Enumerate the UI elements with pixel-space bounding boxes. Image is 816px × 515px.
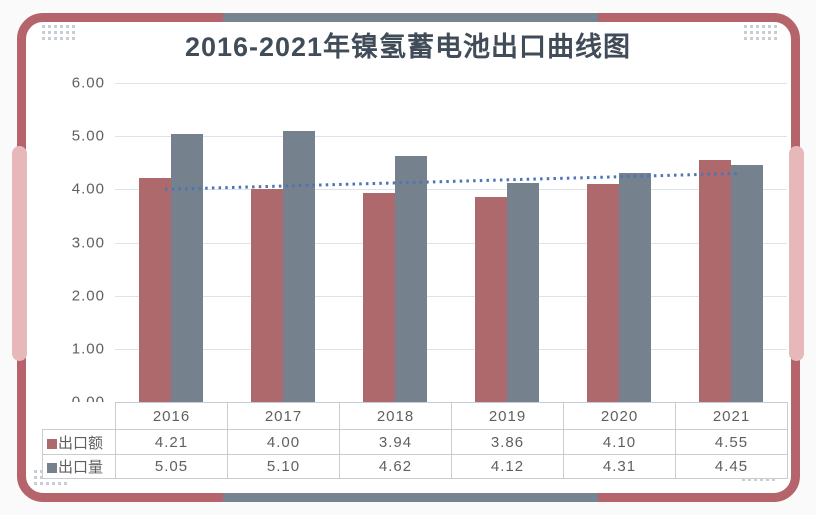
gridline xyxy=(115,348,787,350)
series-name: 出口额 xyxy=(58,434,104,452)
table-value-cell: 4.62 xyxy=(339,454,452,479)
table-row: 2016 2017 2018 2019 2020 2021 xyxy=(42,402,788,430)
bar-出口量-2016 xyxy=(171,133,203,402)
series-label-cell: 出口量 xyxy=(42,454,116,479)
table-value-cell: 4.12 xyxy=(451,454,564,479)
bar-出口量-2019 xyxy=(507,183,539,402)
y-axis-label: 1.00 xyxy=(71,340,105,358)
y-axis-label: 2.00 xyxy=(71,287,105,305)
plot-area xyxy=(115,83,787,402)
table-value-cell: 3.86 xyxy=(451,429,564,455)
table-corner-cell xyxy=(42,402,116,430)
series-label-cell: 出口额 xyxy=(42,429,116,455)
bar-出口额-2019 xyxy=(475,196,507,402)
side-tab-right xyxy=(789,146,804,361)
table-value-cell: 4.10 xyxy=(563,429,676,455)
bar-出口额-2016 xyxy=(139,178,171,402)
gridline xyxy=(115,136,787,138)
bar-出口量-2021 xyxy=(731,165,763,402)
bar-出口量-2020 xyxy=(619,172,651,402)
table-value-cell: 4.00 xyxy=(227,429,340,455)
y-axis-label: 3.00 xyxy=(71,234,105,251)
y-axis-label: 4.00 xyxy=(71,180,105,198)
dot-grid-icon-top-left xyxy=(42,25,75,40)
table-value-cell: 4.55 xyxy=(675,429,788,455)
table-value-cell: 4.31 xyxy=(563,454,676,479)
data-table: 2016 2017 2018 2019 2020 2021 出口额 4.21 4.00 3.94 3… xyxy=(42,402,788,479)
table-row: 出口量 5.05 5.10 4.62 4.12 4.31 4.45 xyxy=(42,454,788,479)
table-year-header: 2021 xyxy=(675,402,788,430)
table-value-cell: 4.45 xyxy=(675,454,788,479)
gridline xyxy=(115,189,787,191)
side-tab-left xyxy=(12,146,27,361)
bar-出口额-2021 xyxy=(699,160,731,402)
gridline xyxy=(115,83,787,84)
table-value-cell: 4.21 xyxy=(115,429,228,455)
table-year-header: 2016 xyxy=(115,402,228,430)
table-value-cell: 3.94 xyxy=(339,429,452,455)
gridline xyxy=(115,242,787,244)
border-accent-top xyxy=(223,13,598,22)
gridline xyxy=(115,295,787,297)
table-year-header: 2018 xyxy=(339,402,452,430)
y-axis-label: 6.00 xyxy=(71,74,105,92)
border-accent-bottom xyxy=(223,493,598,502)
dot-grid-icon-top-right xyxy=(744,25,777,40)
table-value-cell: 5.10 xyxy=(227,454,340,479)
chart-title: 2016-2021年镍氢蓄电池出口曲线图 xyxy=(184,32,632,62)
bar-出口额-2020 xyxy=(587,184,619,402)
bar-出口额-2018 xyxy=(363,192,395,402)
bar-出口额-2017 xyxy=(251,189,283,402)
table-year-header: 2017 xyxy=(227,402,340,430)
bar-出口量-2018 xyxy=(395,156,427,402)
y-axis-label: 5.00 xyxy=(71,127,105,145)
table-value-cell: 5.05 xyxy=(115,454,228,479)
table-row: 出口额 4.21 4.00 3.94 3.86 4.10 4.55 xyxy=(42,429,788,455)
trend-line xyxy=(164,171,741,191)
bar-出口量-2017 xyxy=(283,130,315,402)
legend-swatch-icon xyxy=(47,438,57,449)
table-year-header: 2019 xyxy=(451,402,564,430)
series-name: 出口量 xyxy=(58,459,104,476)
legend-swatch-icon xyxy=(47,463,57,473)
table-year-header: 2020 xyxy=(563,402,676,430)
